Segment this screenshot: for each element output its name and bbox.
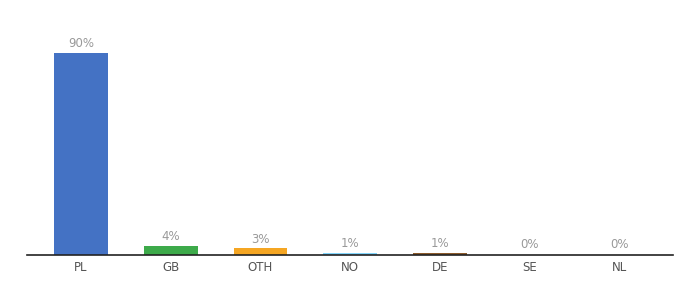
Text: 0%: 0% (520, 238, 539, 251)
Text: 0%: 0% (610, 238, 628, 251)
Bar (233, 248, 288, 255)
Text: 1%: 1% (341, 237, 360, 250)
Bar (323, 253, 377, 255)
Text: 3%: 3% (251, 232, 270, 245)
Bar (54, 52, 108, 255)
Text: 90%: 90% (68, 37, 94, 50)
Bar (413, 253, 467, 255)
Bar (144, 246, 198, 255)
Text: 1%: 1% (430, 237, 449, 250)
Text: 4%: 4% (161, 230, 180, 243)
